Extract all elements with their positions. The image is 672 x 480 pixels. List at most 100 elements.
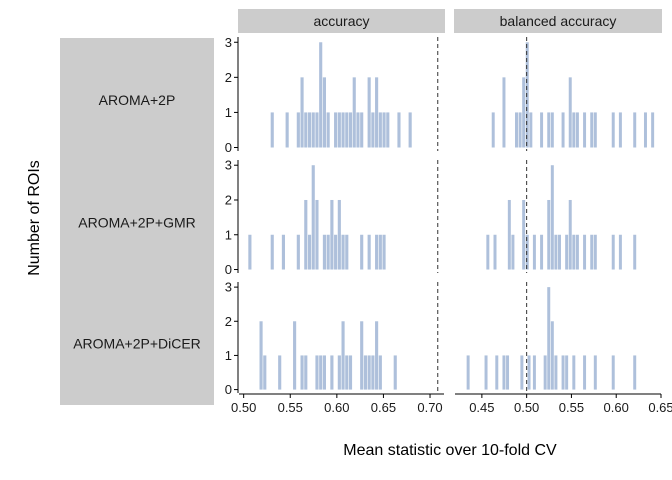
histogram-bar — [575, 234, 579, 270]
histogram-bar — [337, 199, 341, 270]
histogram-bar — [304, 355, 308, 390]
y-axis-title: Number of ROIs — [26, 160, 43, 276]
histogram-bar — [550, 165, 554, 270]
histogram-bar — [643, 112, 647, 148]
histogram-bar — [300, 355, 304, 390]
reference-lines-layer — [437, 37, 528, 393]
histogram-bar — [326, 112, 330, 148]
histogram-bar — [493, 234, 497, 270]
y-tick-label: 1 — [225, 227, 232, 242]
histogram-bar — [322, 77, 326, 148]
histogram-bar — [593, 355, 597, 390]
histogram-bar — [466, 355, 470, 390]
y-tick-label: 2 — [225, 192, 232, 207]
histogram-bar — [532, 355, 536, 390]
histogram-bar — [529, 112, 533, 148]
histogram-bar — [568, 77, 572, 148]
histogram-bar — [311, 112, 315, 148]
histogram-bar — [330, 355, 334, 390]
row-strip-0 — [60, 38, 214, 163]
histogram-bar — [375, 77, 379, 148]
y-tick-label: 2 — [225, 70, 232, 85]
histogram-bar — [248, 234, 252, 270]
row-strip-label-1: AROMA+2P+GMR — [78, 215, 195, 231]
row-strip-label-2: AROMA+2P+DiCER — [73, 336, 201, 352]
histogram-bar — [540, 112, 544, 148]
histogram-bar — [360, 112, 364, 148]
histogram-bar — [360, 321, 364, 390]
histogram-bar — [547, 199, 551, 270]
histogram-bar — [330, 199, 334, 270]
histogram-bar — [319, 42, 323, 148]
histogram-bar — [263, 355, 267, 390]
histogram-bar — [550, 112, 554, 148]
histogram-bar — [590, 112, 594, 148]
histogram-bar — [593, 234, 597, 270]
histogram-bar — [259, 321, 263, 390]
histogram-bar — [611, 234, 615, 270]
column-strip-label-0: accuracy — [313, 13, 369, 29]
y-tick-label: 2 — [225, 314, 232, 329]
histogram-bar — [337, 112, 341, 148]
histogram-bar — [583, 234, 587, 270]
histogram-bar — [502, 77, 506, 148]
histogram-bar — [583, 112, 587, 148]
histogram-bar — [515, 112, 518, 148]
histogram-bar — [522, 77, 526, 148]
row-strip-1 — [60, 161, 214, 285]
histogram-bar — [378, 112, 382, 148]
histogram-bar — [511, 234, 515, 270]
x-tick-label: 0.55 — [278, 400, 303, 415]
histogram-bar — [565, 355, 569, 390]
histogram-bar — [304, 112, 308, 148]
histogram-bar — [326, 234, 330, 270]
histogram-bar — [506, 355, 510, 390]
histogram-bar — [502, 355, 506, 390]
histogram-bar — [360, 234, 364, 270]
histogram-bar — [367, 77, 371, 148]
histogram-bar — [572, 355, 576, 390]
histogram-bar — [341, 321, 345, 390]
histogram-bar — [495, 355, 499, 390]
histogram-bar — [348, 112, 353, 148]
histogram-bar — [315, 112, 319, 148]
row-strip-label-0: AROMA+2P — [99, 92, 176, 108]
histogram-bar — [278, 355, 282, 390]
histogram-bar — [371, 355, 375, 390]
x-tick-label: 0.50 — [514, 400, 539, 415]
histogram-bar — [281, 234, 285, 270]
histogram-bar — [341, 234, 345, 270]
histogram-bar — [561, 112, 565, 148]
histogram-bar — [518, 112, 522, 148]
column-strip-0 — [238, 9, 445, 33]
histogram-bar — [397, 112, 401, 148]
histogram-bar — [367, 355, 371, 390]
histogram-bar — [315, 199, 319, 270]
histogram-bar — [337, 355, 341, 390]
column-strip-label-1: balanced accuracy — [500, 13, 617, 29]
histogram-bar — [367, 234, 371, 270]
x-tick-label: 0.60 — [324, 400, 349, 415]
histogram-bar — [345, 234, 349, 270]
x-axis-title: Mean statistic over 10-fold CV — [343, 442, 557, 459]
histogram-bar — [307, 112, 312, 148]
histogram-bar — [491, 112, 495, 148]
histogram-bar — [322, 234, 326, 270]
histogram-bar — [651, 112, 655, 148]
x-tick-label: 0.45 — [469, 400, 494, 415]
histogram-bar — [363, 355, 367, 390]
column-strip-1 — [454, 9, 662, 33]
x-tick-label: 0.55 — [559, 400, 584, 415]
histogram-bar — [356, 112, 360, 148]
y-tick-label: 0 — [225, 382, 232, 397]
histogram-bar — [593, 112, 597, 148]
histogram-bar — [550, 321, 554, 390]
histogram-bar — [525, 234, 529, 270]
histogram-bar — [561, 355, 565, 390]
histogram-bar — [319, 355, 323, 390]
histogram-bar — [540, 234, 544, 270]
histogram-bar — [311, 165, 315, 270]
histogram-bar — [270, 112, 274, 148]
histogram-bar — [345, 355, 349, 390]
